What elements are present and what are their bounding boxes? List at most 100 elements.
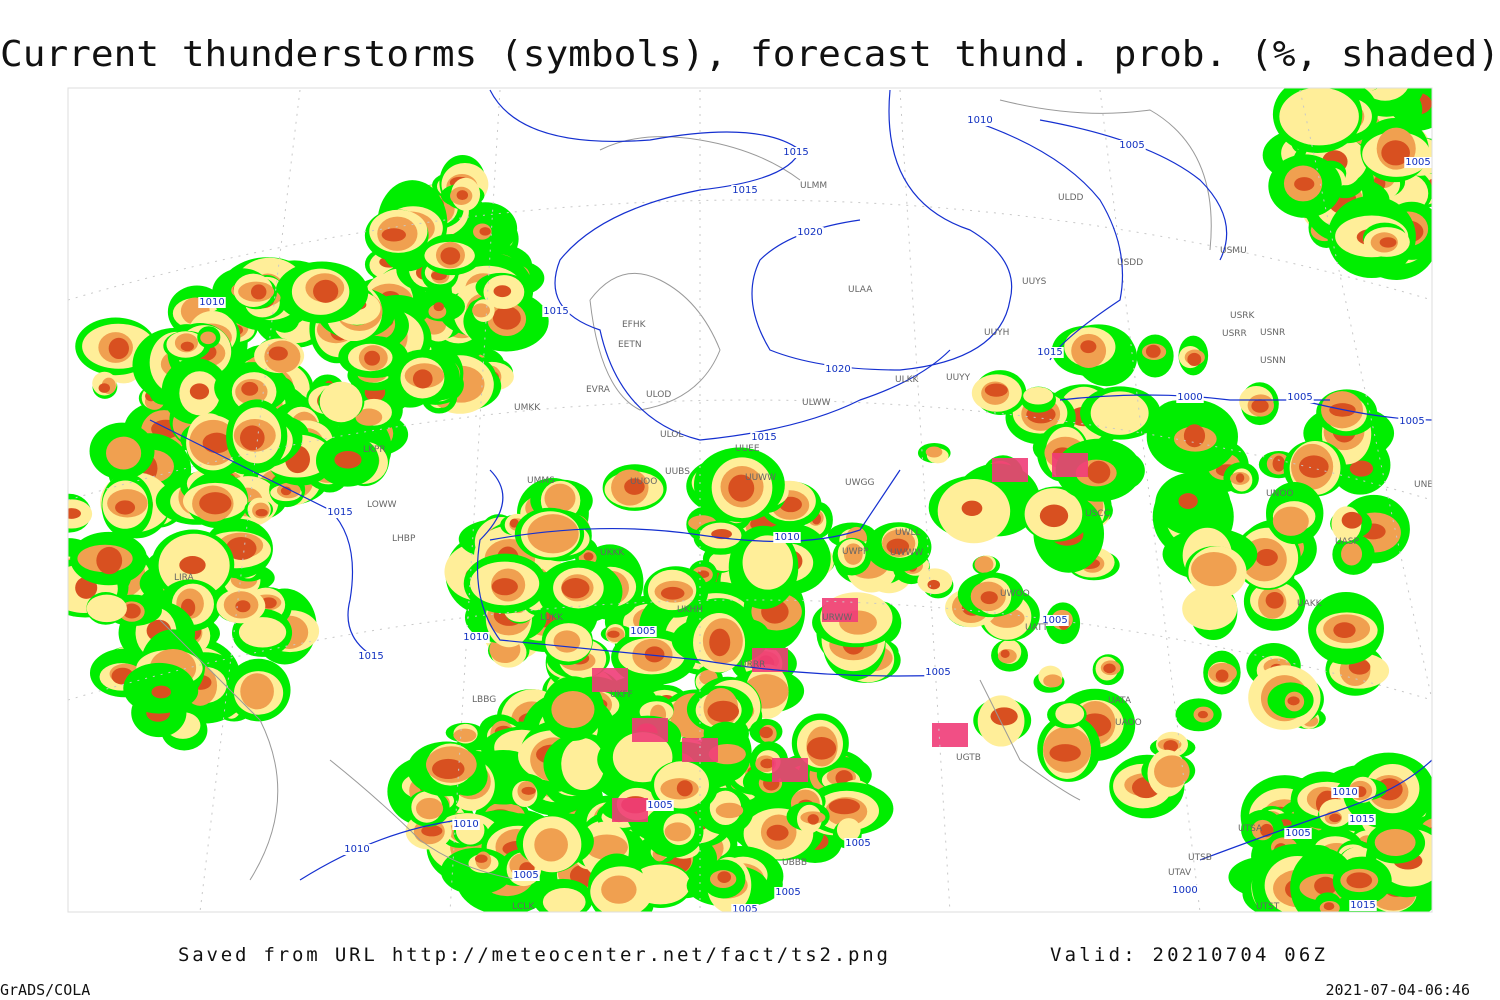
shade — [1215, 669, 1229, 682]
shade — [334, 450, 362, 469]
isobar-label-bg — [629, 626, 657, 637]
thunderstorm-symbol — [1052, 453, 1088, 477]
station-label: UUYY — [946, 373, 971, 383]
shade — [319, 381, 363, 423]
isobar-label-bg — [357, 651, 385, 662]
shade — [1323, 902, 1335, 911]
isobar-label-bg — [844, 838, 872, 849]
isobar-label: 1010 — [463, 632, 488, 643]
shade — [1251, 399, 1269, 413]
isobar-label-bg — [1118, 140, 1146, 151]
station-label: LUKK — [540, 613, 564, 623]
isobar-label-bg — [512, 870, 540, 881]
shade — [86, 594, 127, 623]
isobar-label-bg — [462, 632, 490, 643]
shade — [432, 758, 465, 780]
station-label: UTSA — [1238, 824, 1263, 834]
isobar-label-bg — [1176, 392, 1204, 403]
isobar-label: 1005 — [513, 870, 538, 881]
shade — [1255, 549, 1278, 567]
station-label: USNR — [1260, 328, 1285, 338]
shade — [96, 546, 123, 575]
shade — [612, 732, 673, 783]
shade — [1183, 424, 1206, 448]
station-label: LHBP — [392, 534, 416, 544]
shade — [1235, 473, 1245, 483]
isobar-label: 1000 — [1177, 392, 1202, 403]
shade — [108, 337, 129, 360]
shade — [717, 871, 732, 883]
shade — [412, 369, 433, 389]
isobar-label-bg — [1041, 615, 1069, 626]
shade — [415, 797, 444, 820]
shade — [961, 500, 983, 517]
isobar-label-bg — [796, 227, 824, 238]
isobar-label: 1015 — [732, 185, 757, 196]
shade — [759, 726, 773, 739]
station-label: LKPR — [363, 445, 386, 455]
station-label: UTAV — [1168, 868, 1192, 878]
station-label: ULAA — [848, 285, 873, 295]
shade — [240, 673, 274, 710]
isobar-label-bg — [452, 819, 480, 830]
shade — [115, 500, 136, 515]
probability-shading — [68, 88, 1432, 912]
shade — [1374, 828, 1416, 857]
shade — [1349, 460, 1374, 477]
shade — [974, 556, 994, 573]
station-label: LCLK — [512, 902, 535, 912]
isobar-label: 1005 — [1119, 140, 1144, 151]
isobar-label: 1000 — [1172, 885, 1197, 896]
station-label: UGTB — [956, 753, 981, 763]
station-label: UAOO — [1115, 718, 1142, 728]
shade — [1000, 649, 1010, 659]
isobar-label: 1010 — [774, 532, 799, 543]
isobar-label: 1020 — [797, 227, 822, 238]
station-label: URWW — [822, 613, 852, 623]
isobar-label: 1015 — [1037, 347, 1062, 358]
shade — [355, 408, 383, 426]
shade — [180, 341, 194, 352]
shade — [779, 496, 802, 513]
shade — [980, 591, 998, 605]
shade — [199, 492, 232, 515]
station-label: USMU — [1220, 246, 1247, 256]
shade — [239, 425, 265, 451]
isobar-label: 1005 — [1399, 416, 1424, 427]
station-label: EVRA — [586, 385, 611, 395]
isobar-label: 1005 — [775, 887, 800, 898]
shade — [1362, 88, 1409, 101]
shade — [491, 578, 518, 596]
shade — [493, 285, 512, 298]
station-label: UUBS — [665, 467, 690, 477]
shade — [927, 579, 941, 590]
station-label: EETN — [618, 340, 642, 350]
station-label: UTSB — [1188, 853, 1212, 863]
shade — [521, 786, 536, 795]
station-label: ULOL — [660, 430, 683, 440]
shade — [527, 514, 579, 554]
shade — [553, 630, 581, 653]
map: 1010 1015 1015 1020 1015 1005 1005 1010 1015 1020… — [68, 88, 1432, 912]
thunderstorm-symbol — [612, 798, 648, 822]
shade — [676, 780, 693, 797]
shade — [624, 478, 645, 495]
shade — [1314, 876, 1338, 895]
shade — [456, 190, 469, 201]
station-label: UWPP — [842, 547, 869, 557]
shade — [828, 798, 861, 815]
isobar-label: 1020 — [825, 364, 850, 375]
station-label: UATA — [1108, 696, 1132, 706]
isobar-label-bg — [924, 667, 952, 678]
station-label: LBBG — [472, 695, 496, 705]
shade — [255, 508, 268, 517]
shade — [766, 824, 789, 841]
shade — [200, 331, 216, 345]
shade — [1178, 493, 1198, 509]
station-label: UATT — [1025, 623, 1048, 633]
isobar-label-bg — [1171, 885, 1199, 896]
shade — [760, 758, 775, 769]
station-label: LOWW — [367, 500, 397, 510]
station-label: UUOO — [630, 477, 657, 487]
shade — [1163, 740, 1179, 753]
